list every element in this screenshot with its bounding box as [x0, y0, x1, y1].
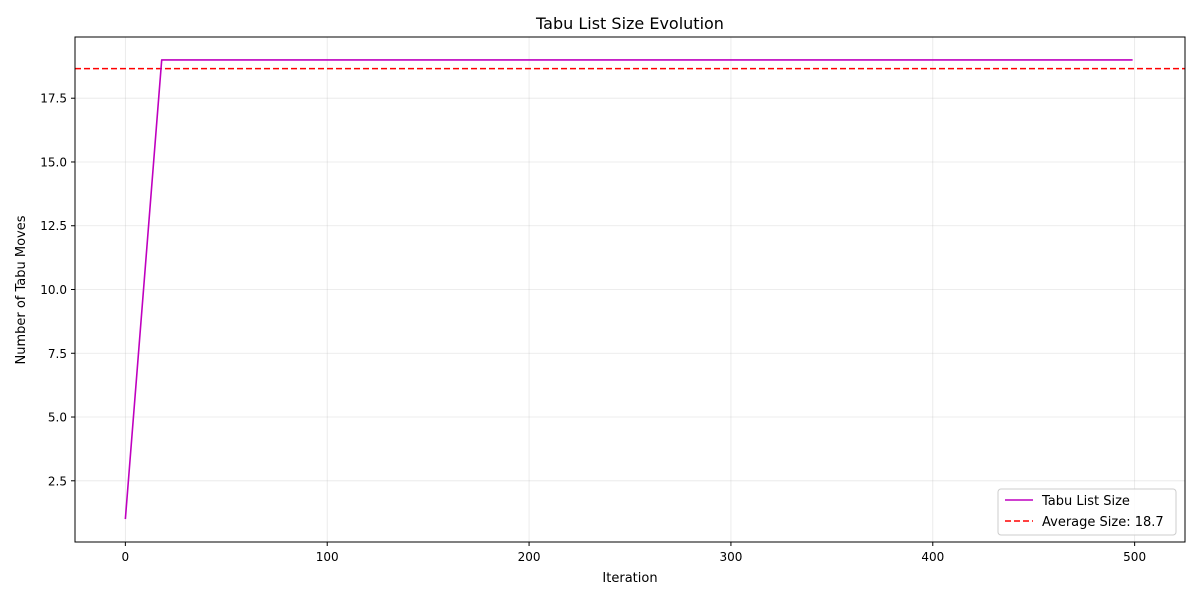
- x-tick-label: 100: [316, 550, 339, 564]
- x-axis-label: Iteration: [602, 571, 657, 586]
- series-lines: [124, 59, 1133, 520]
- y-tick-label: 12.5: [40, 219, 67, 233]
- x-tick-label: 200: [518, 550, 541, 564]
- y-axis-ticks: 2.5 5.0 7.5 10.0 12.5 15.0 17.5: [40, 92, 75, 488]
- legend-box: [997, 488, 1177, 536]
- legend-label-average-size: Average Size: 18.7: [1042, 515, 1164, 530]
- legend-label-tabu-list-size: Tabu List Size: [1041, 494, 1130, 509]
- x-axis-ticks: 0 100 200 300 400 500: [122, 542, 1146, 564]
- y-tick-label: 15.0: [40, 155, 67, 169]
- y-tick-label: 2.5: [48, 474, 67, 488]
- x-tick-label: 400: [921, 550, 944, 564]
- tabu-list-size-line: [124, 59, 1133, 520]
- x-tick-label: 0: [122, 550, 130, 564]
- y-tick-label: 7.5: [48, 347, 67, 361]
- y-tick-label: 10.0: [40, 283, 67, 297]
- y-tick-label: 5.0: [48, 411, 67, 425]
- x-tick-label: 500: [1123, 550, 1146, 564]
- legend: Tabu List Size Average Size: 18.7: [997, 488, 1177, 536]
- y-axis-label: Number of Tabu Moves: [14, 215, 29, 364]
- chart-title: Tabu List Size Evolution: [535, 14, 724, 33]
- y-tick-label: 17.5: [40, 92, 67, 106]
- x-tick-label: 300: [719, 550, 742, 564]
- grid: [75, 37, 1185, 542]
